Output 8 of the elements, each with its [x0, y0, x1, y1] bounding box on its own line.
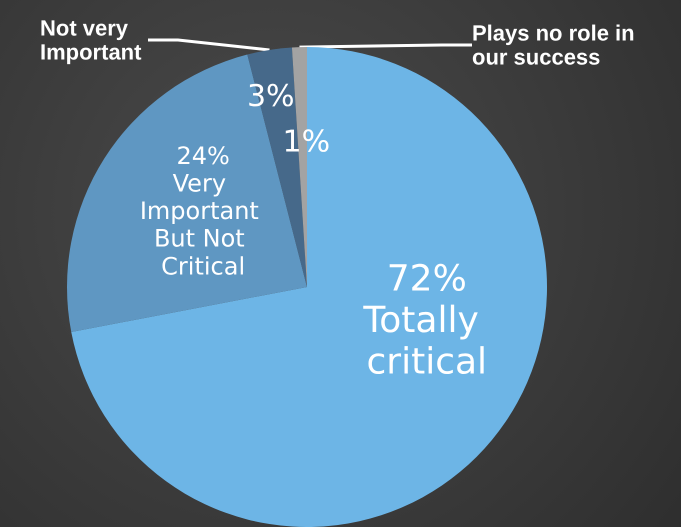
slice-label: Plays no role in our success: [472, 20, 641, 70]
data-label: 3%: [246, 78, 295, 114]
slice-label: Totally critical: [362, 300, 490, 382]
slice-label: Very Important But Not Critical: [140, 169, 266, 280]
slice-label: Not very Important: [40, 16, 142, 64]
data-label: 1%: [282, 124, 330, 160]
data-label: 24%: [176, 142, 230, 170]
data-label: 72%: [386, 258, 467, 300]
